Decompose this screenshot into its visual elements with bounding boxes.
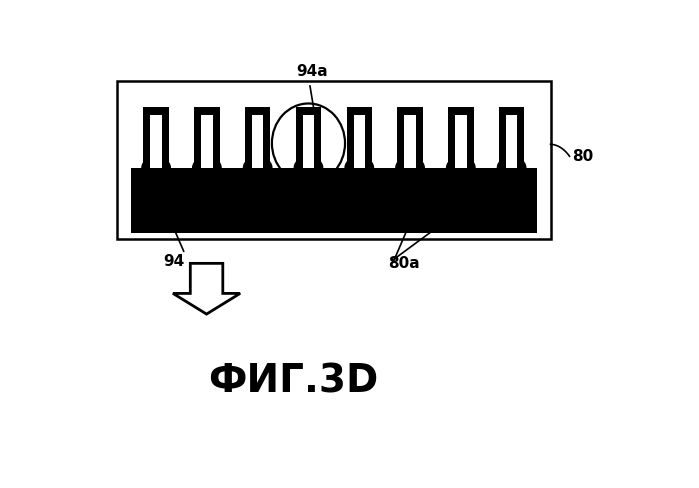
Polygon shape — [396, 157, 424, 168]
Bar — [150, 115, 162, 168]
Polygon shape — [193, 157, 221, 168]
Text: 94a: 94a — [296, 64, 328, 79]
FancyBboxPatch shape — [117, 81, 551, 239]
Bar — [194, 107, 219, 173]
Bar — [455, 115, 466, 168]
Bar — [499, 107, 524, 173]
Text: ФИГ.3D: ФИГ.3D — [208, 363, 378, 401]
Polygon shape — [345, 157, 373, 168]
Bar — [397, 107, 423, 173]
Polygon shape — [447, 157, 475, 168]
Polygon shape — [173, 264, 240, 314]
Bar — [131, 168, 537, 233]
Polygon shape — [294, 157, 323, 168]
Bar — [354, 115, 365, 168]
Text: 94: 94 — [163, 254, 185, 269]
Polygon shape — [498, 157, 526, 168]
Polygon shape — [142, 157, 171, 168]
Bar — [404, 115, 416, 168]
Bar — [506, 115, 517, 168]
Bar — [448, 107, 473, 173]
Bar — [201, 115, 212, 168]
Text: 80a: 80a — [388, 256, 419, 271]
Bar — [347, 107, 372, 173]
Bar — [245, 107, 271, 173]
Bar — [303, 115, 314, 168]
Bar — [143, 107, 168, 173]
Polygon shape — [243, 157, 272, 168]
Text: 80: 80 — [572, 149, 593, 164]
Bar — [296, 107, 321, 173]
Bar — [252, 115, 264, 168]
